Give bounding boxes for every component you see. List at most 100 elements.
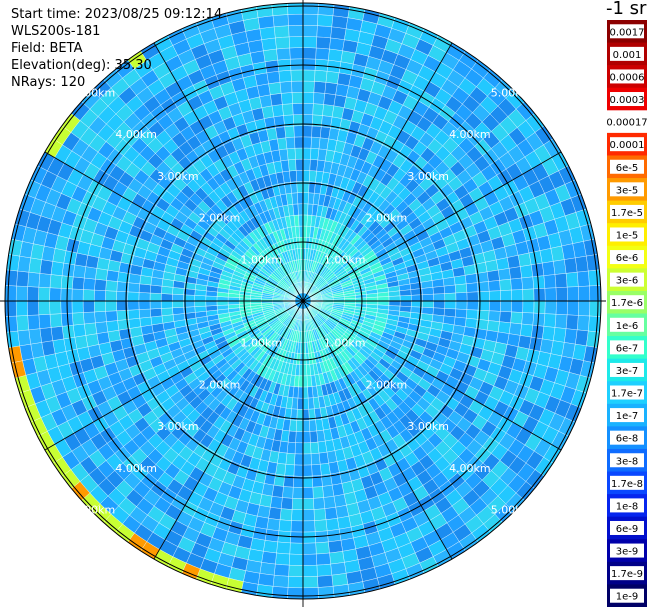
range-gate [355, 297, 367, 302]
colorbar-label-box [610, 204, 644, 219]
range-gate [50, 261, 64, 276]
range-gate [72, 264, 86, 279]
azimuth-spoke [302, 300, 453, 560]
range-gate [500, 289, 512, 302]
range-gate [302, 420, 311, 432]
range-gate [275, 36, 290, 50]
colorbar-label: 1.7e-5 [611, 208, 643, 219]
range-gate [323, 93, 336, 107]
range-gate [83, 311, 96, 325]
range-gate [84, 266, 98, 280]
colorbar-label: 6e-5 [616, 163, 639, 174]
range-gate [313, 81, 327, 94]
azimuth-spokes [0, 0, 606, 607]
range-gate [127, 282, 140, 293]
range-gate [553, 327, 567, 343]
range-gate [302, 397, 309, 410]
range-gate [302, 576, 319, 589]
range-gate [291, 498, 304, 510]
colorbar-label: 1e-9 [616, 592, 639, 603]
range-gate [432, 307, 445, 317]
range-gate [290, 69, 304, 82]
range-gate [27, 300, 40, 316]
range-gate [566, 300, 579, 316]
range-gate [317, 3, 335, 16]
colorbar-label-box [610, 430, 644, 445]
range-gate [5, 315, 18, 333]
range-gate [497, 321, 511, 334]
range-gate [95, 268, 109, 281]
range-gate [316, 563, 333, 577]
range-gate [294, 147, 304, 160]
range-gate [309, 419, 317, 432]
colorbar-unit-title: -1 sr [606, 0, 647, 19]
range-gate [312, 103, 324, 116]
range-gate [72, 312, 85, 326]
colorbar-label: 0.0017 [610, 27, 645, 38]
range-gate [27, 286, 40, 302]
range-gate [328, 540, 343, 554]
colorbar-label: 3e-7 [616, 366, 639, 377]
range-gate [399, 300, 412, 307]
range-gate [324, 82, 338, 96]
range-gate [71, 300, 84, 314]
azimuth-spoke [44, 300, 304, 451]
range-gate [294, 453, 304, 466]
azimuth-spoke [153, 42, 304, 302]
range-gate [310, 136, 321, 150]
range-gate [16, 315, 30, 332]
range-gate [317, 440, 328, 454]
range-label: 2.00km [199, 212, 241, 225]
range-gate [49, 287, 62, 302]
range-gate [543, 313, 557, 328]
range-gate [496, 257, 510, 271]
range-gate [310, 148, 320, 161]
range-gate [432, 285, 445, 295]
range-gate [28, 328, 42, 345]
range-gate [302, 353, 307, 365]
range-gate [466, 300, 479, 311]
colorbar-label-box [610, 159, 644, 174]
range-gate [295, 170, 304, 182]
range-gate [194, 295, 207, 302]
range-gate [17, 329, 31, 347]
range-gate [302, 203, 309, 216]
range-gate [443, 284, 456, 294]
range-gate [271, 586, 289, 599]
range-gate [278, 519, 292, 532]
range-gate [442, 276, 456, 287]
range-gate [317, 14, 334, 28]
range-gate [302, 69, 316, 82]
range-label: 3.00km [407, 170, 449, 183]
range-gate [96, 331, 110, 345]
range-gate [291, 509, 304, 522]
range-gate [544, 300, 557, 315]
range-gate [309, 159, 319, 172]
range-gate [285, 136, 296, 150]
range-gate [28, 257, 42, 274]
colorbar-label: 1.7e-6 [611, 298, 643, 309]
range-gate [575, 329, 589, 347]
range-gate [288, 564, 304, 577]
range-gate [172, 300, 184, 309]
colorbar-label-box [610, 475, 644, 490]
range-gate [302, 80, 315, 93]
range-gate [291, 92, 304, 104]
range-gate [150, 284, 163, 294]
range-label: 2.00km [366, 378, 408, 391]
range-gate [280, 497, 293, 510]
colorbar-label: 0.00017 [606, 118, 647, 129]
range-gate [589, 285, 602, 302]
range-gate [522, 300, 535, 314]
range-gate [565, 314, 579, 331]
range-label: 2.00km [366, 212, 408, 225]
range-gate [287, 587, 304, 600]
azimuth-spoke [44, 151, 304, 302]
range-gate [322, 104, 335, 118]
range-gate [331, 15, 349, 29]
range-gate [311, 125, 322, 138]
range-gate [433, 293, 446, 302]
range-label: 3.00km [407, 420, 449, 433]
range-gate [589, 300, 602, 317]
range-gate [272, 574, 289, 588]
